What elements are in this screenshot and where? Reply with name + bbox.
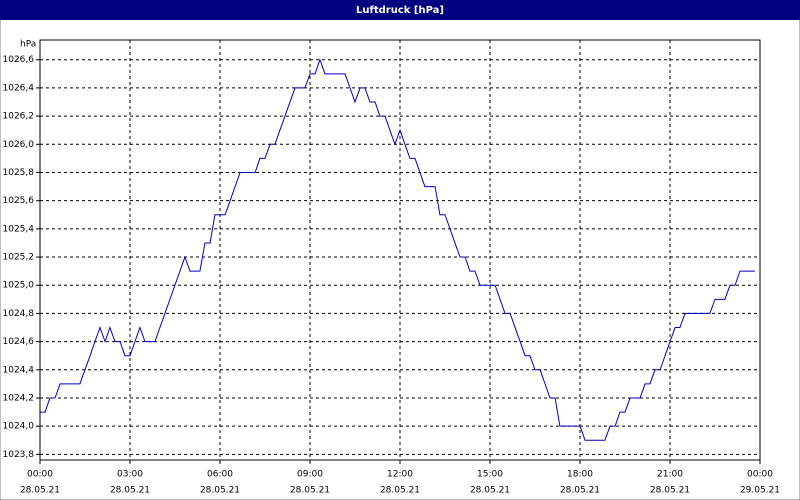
title-bar	[0, 0, 800, 20]
y-tick-label: 1025,6	[3, 196, 35, 206]
x-tick-label: 06:00	[207, 470, 233, 480]
x-tick-date: 28.05.21	[110, 486, 150, 496]
x-tick-label: 18:00	[567, 470, 593, 480]
x-tick-date: 28.05.21	[470, 486, 510, 496]
x-tick-label: 00:00	[747, 470, 773, 480]
y-tick-label: 1024,0	[3, 422, 35, 432]
x-tick-date: 28.05.21	[200, 486, 240, 496]
x-tick-date: 28.05.21	[380, 486, 420, 496]
y-tick-label: 1024,8	[3, 309, 35, 319]
y-tick-label: 1025,8	[3, 168, 35, 178]
x-tick-date: 28.05.21	[560, 486, 600, 496]
x-tick-date: 28.05.21	[650, 486, 690, 496]
y-tick-label: 1024,6	[3, 337, 35, 347]
x-tick-date: 28.05.21	[290, 486, 330, 496]
y-axis-label: hPa	[20, 40, 36, 50]
y-tick-label: 1026,4	[3, 83, 35, 93]
y-tick-label: 1025,0	[3, 281, 35, 291]
x-tick-label: 03:00	[117, 470, 143, 480]
x-tick-label: 12:00	[387, 470, 413, 480]
chart-title: Luftdruck [hPa]	[356, 5, 444, 16]
x-tick-label: 15:00	[477, 470, 503, 480]
x-tick-label: 09:00	[297, 470, 323, 480]
x-tick-date: 28.05.21	[20, 486, 60, 496]
y-tick-label: 1024,4	[3, 365, 35, 375]
x-tick-date: 29.05.21	[740, 486, 780, 496]
x-tick-label: 00:00	[27, 470, 53, 480]
x-tick-label: 21:00	[657, 470, 683, 480]
y-tick-label: 1026,2	[3, 112, 35, 122]
y-tick-label: 1026,6	[3, 55, 35, 65]
y-tick-label: 1025,4	[3, 224, 35, 234]
data-line	[40, 58, 755, 441]
y-tick-label: 1023,8	[3, 450, 35, 460]
y-tick-label: 1024,2	[3, 393, 35, 403]
y-tick-label: 1026,0	[3, 140, 35, 150]
y-tick-label: 1025,2	[3, 253, 35, 263]
